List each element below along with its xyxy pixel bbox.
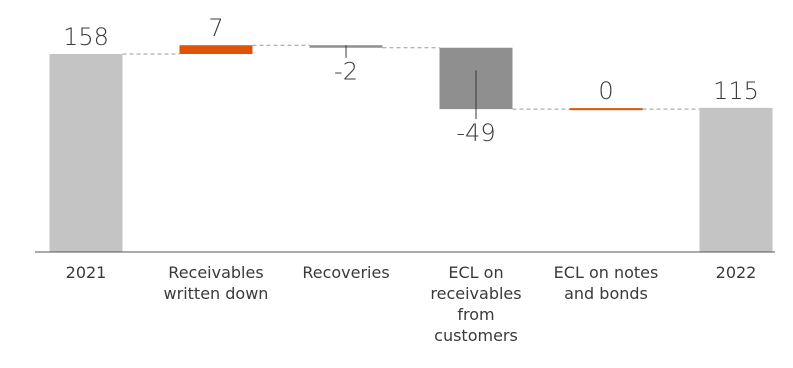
category-label-line: 2021 [66,263,107,282]
category-label-line: Recoveries [302,263,389,282]
data-label: 115 [713,77,759,105]
category-label: ECL on receivables from customers [430,263,521,345]
category-label-line: 2022 [716,263,757,282]
bar [179,45,253,54]
category-label-line: and bonds [564,284,648,303]
category-label: ECL on notes and bonds [554,263,659,303]
data-label: 0 [598,77,613,105]
bar [569,108,643,111]
category-label-line: ECL on notes [554,263,659,282]
data-label: -49 [456,119,495,147]
data-label: 158 [63,23,109,51]
category-label-line: written down [164,284,269,303]
category-label-line: customers [434,326,518,345]
category-label-line: Receivables [168,263,263,282]
category-label-line: from [457,305,494,324]
category-label: 2021 [66,263,107,282]
category-label: Receivables written down [164,263,269,303]
category-label-line: receivables [430,284,521,303]
data-label: 7 [208,14,223,42]
category-label: Recoveries [302,263,389,282]
data-label: -2 [334,58,358,86]
category-label-line: ECL on [448,263,503,282]
category-label: 2022 [716,263,757,282]
bar [699,107,773,252]
bar [49,54,123,252]
